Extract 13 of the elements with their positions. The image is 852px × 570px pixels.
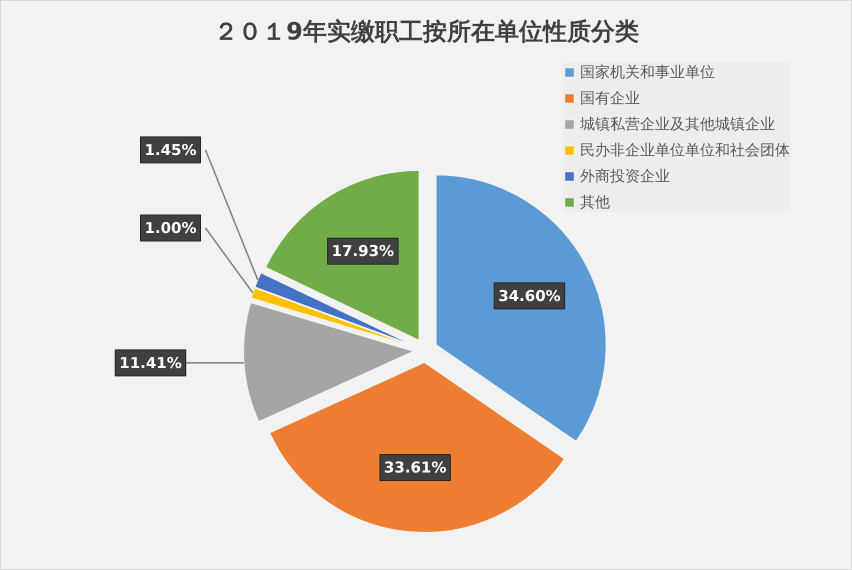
- data-label: 33.61%: [384, 458, 446, 476]
- legend-label: 民办非企业单位单位和社会团体: [580, 140, 790, 160]
- data-label: 17.93%: [332, 242, 394, 260]
- legend-label: 其他: [580, 192, 610, 212]
- data-label: 1.45%: [144, 140, 197, 159]
- legend-label: 国家机关和事业单位: [580, 62, 715, 82]
- data-label: 11.41%: [119, 354, 182, 372]
- data-label: 1.00%: [144, 218, 197, 237]
- legend-label: 城镇私营企业及其他城镇企业: [580, 114, 775, 134]
- legend-label: 国有企业: [580, 88, 640, 108]
- data-label: 34.60%: [498, 286, 561, 305]
- chart-title: ２０１9年实缴职工按所在单位性质分类: [214, 18, 639, 46]
- legend-label: 外商投资企业: [580, 166, 670, 186]
